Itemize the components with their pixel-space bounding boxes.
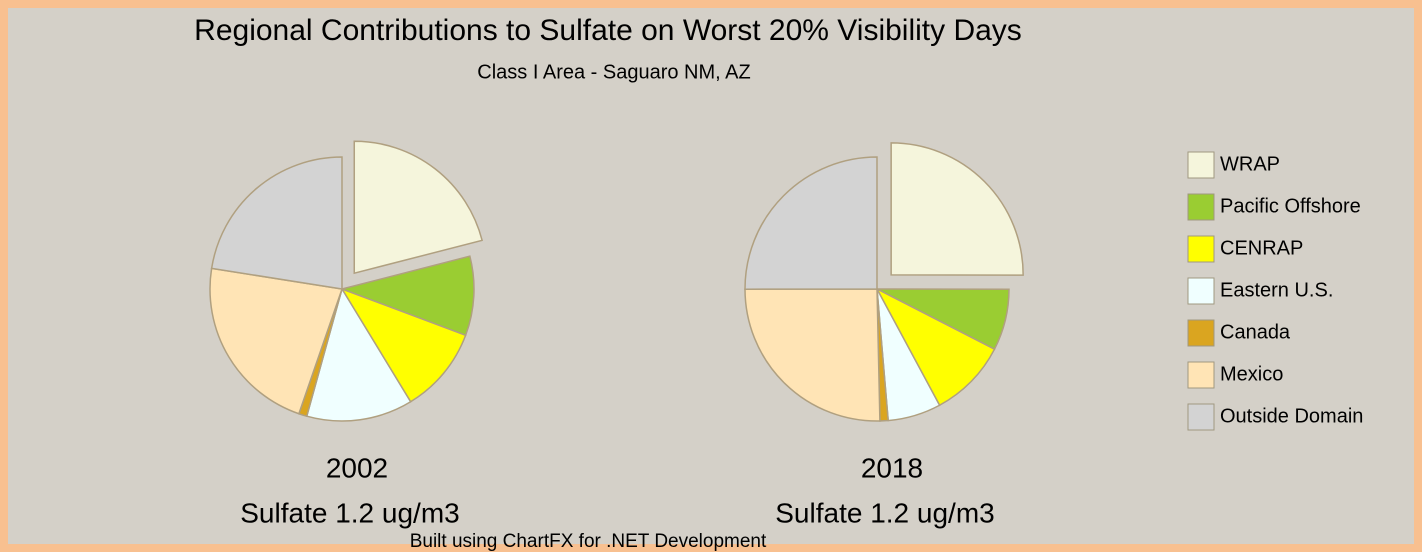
legend-label: Pacific Offshore: [1220, 195, 1361, 217]
pie-slice: [744, 156, 878, 290]
legend-label: WRAP: [1220, 153, 1280, 175]
legend-swatch: [1187, 277, 1215, 305]
pie-slice: [339, 255, 475, 337]
chart-subtitle: Class I Area - Saguaro NM, AZ: [477, 61, 750, 83]
pie-slice: [353, 140, 484, 275]
pie-name: 2018: [861, 452, 923, 483]
pie-slice: [305, 287, 412, 422]
legend-swatch: [1187, 151, 1215, 179]
legend-label: CENRAP: [1220, 237, 1303, 259]
pie-slice: [210, 156, 343, 290]
legend-label: Mexico: [1220, 363, 1283, 385]
legend-swatch: [1187, 403, 1215, 431]
pie-slice: [875, 287, 996, 407]
legend-label: Eastern U.S.: [1220, 279, 1333, 301]
pie-slice: [209, 267, 344, 415]
pie-slice: [744, 288, 881, 422]
pie-label: Sulfate 1.2 ug/m3: [240, 497, 459, 528]
legend-swatch: [1187, 361, 1215, 389]
pie-slice: [890, 142, 1024, 276]
pie-slice: [340, 287, 467, 403]
pie-label: Sulfate 1.2 ug/m3: [775, 497, 994, 528]
footer: Built using ChartFX for .NET Development: [410, 531, 767, 552]
legend-label: Canada: [1220, 321, 1291, 343]
legend-label: Outside Domain: [1220, 405, 1363, 427]
legend-swatch: [1187, 319, 1215, 347]
legend-swatch: [1187, 193, 1215, 221]
legend-swatch: [1187, 235, 1215, 263]
chart-title: Regional Contributions to Sulfate on Wor…: [194, 14, 1022, 47]
pie-name: 2002: [326, 452, 388, 483]
